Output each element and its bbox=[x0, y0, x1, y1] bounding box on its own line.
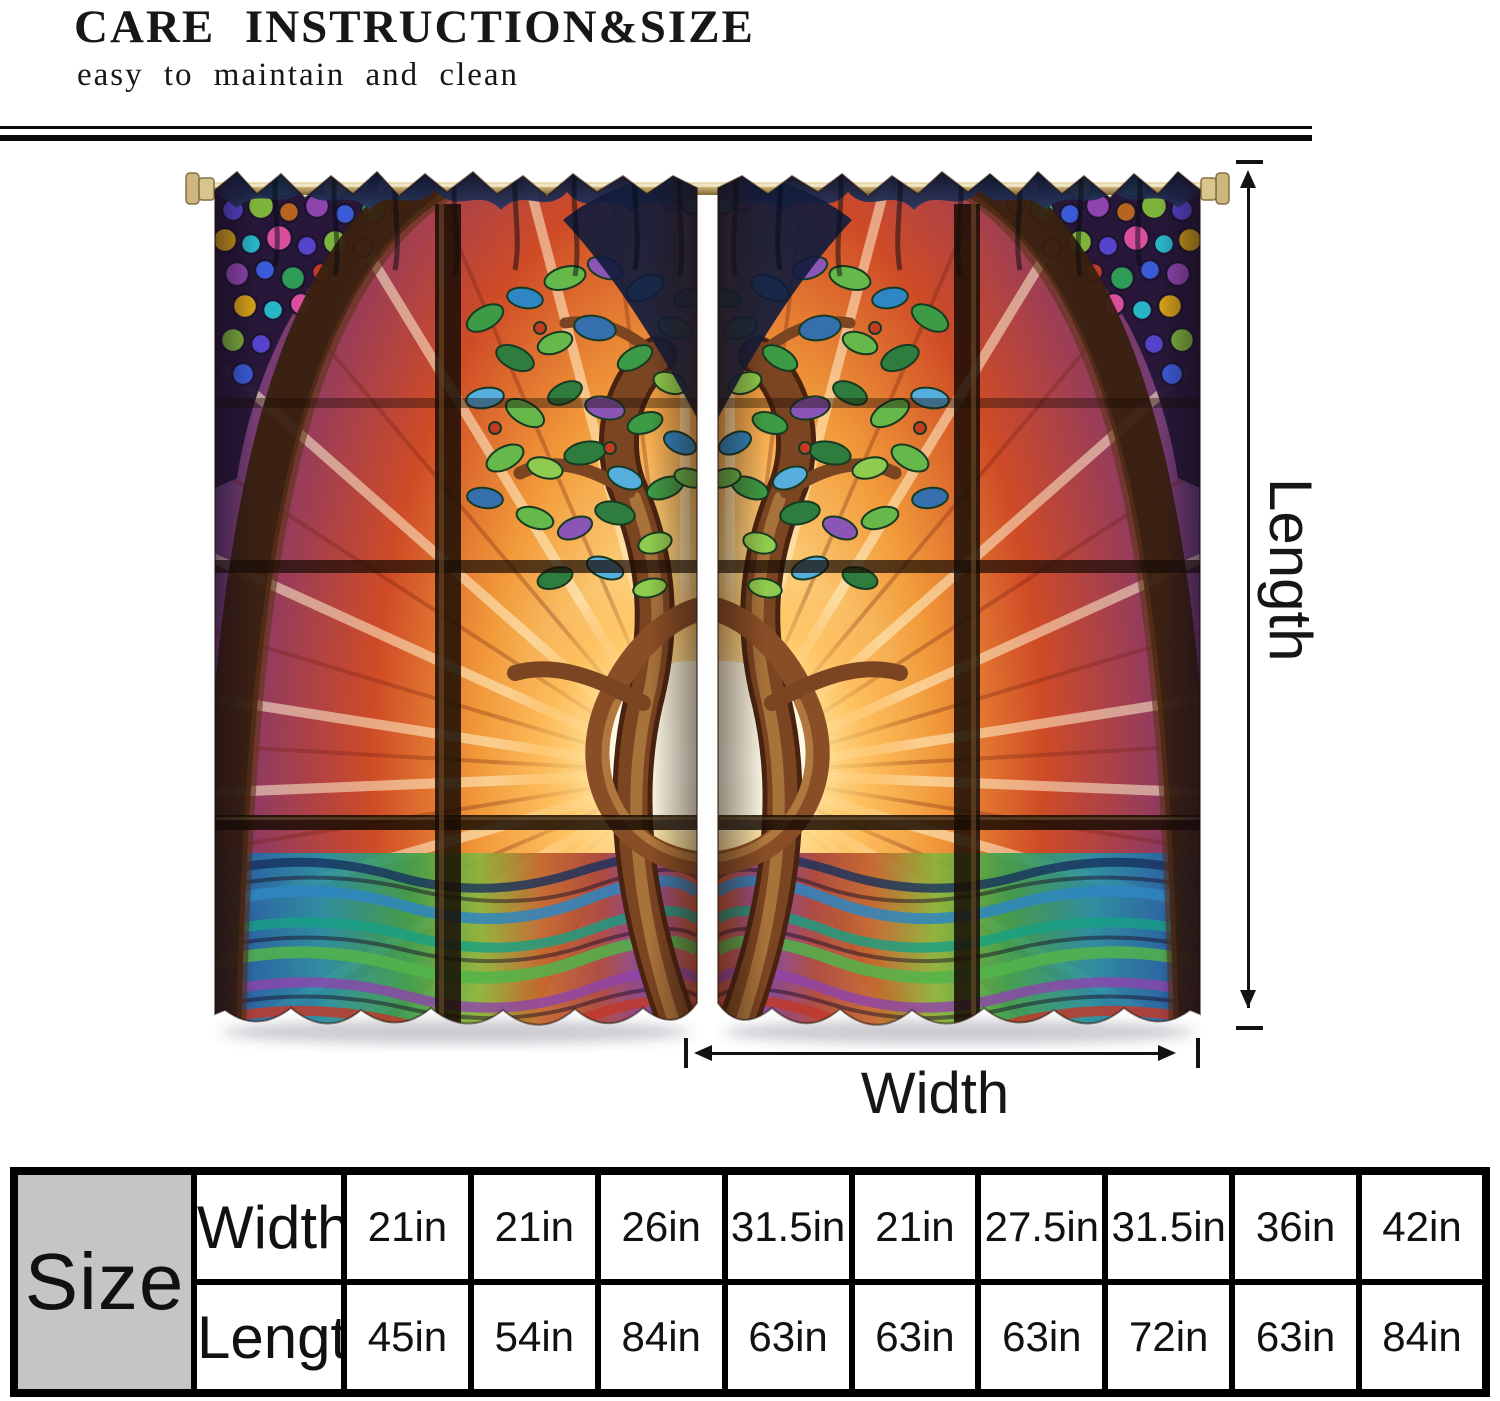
size-option-width: 26in bbox=[594, 1168, 728, 1285]
size-option-width: 42in bbox=[1356, 1168, 1489, 1285]
width-arrow-line bbox=[710, 1052, 1160, 1055]
size-option-length: 63in bbox=[721, 1279, 855, 1396]
panel-shadow-right bbox=[724, 1020, 1194, 1044]
width-row-header: Width bbox=[191, 1168, 347, 1285]
width-tick-left bbox=[684, 1038, 688, 1068]
size-option-length: 54in bbox=[467, 1279, 601, 1396]
table-row-width: Size Width 21in 21in 26in 31.5in 21in 27… bbox=[11, 1168, 1489, 1396]
size-option-width: 36in bbox=[1229, 1168, 1362, 1285]
width-label: Width bbox=[860, 1061, 1010, 1126]
size-option-length: 45in bbox=[341, 1279, 474, 1396]
size-option-width: 21in bbox=[341, 1168, 474, 1285]
size-option-length: 63in bbox=[975, 1279, 1109, 1396]
size-option-length: 84in bbox=[594, 1279, 728, 1396]
rod-finial-right bbox=[1200, 172, 1230, 205]
length-tick-top bbox=[1236, 160, 1263, 164]
size-corner-cell: Size bbox=[11, 1168, 197, 1396]
length-label: Length bbox=[1257, 478, 1324, 662]
size-option-length: 72in bbox=[1102, 1279, 1236, 1396]
width-arrowhead-right bbox=[1158, 1045, 1176, 1061]
page-title: CARE INSTRUCTION&SIZE bbox=[74, 1, 755, 53]
rod-finial-left bbox=[185, 172, 215, 205]
curtain-product-image bbox=[185, 158, 1230, 1053]
divider-line-thin bbox=[0, 126, 1312, 129]
size-option-width: 21in bbox=[848, 1168, 982, 1285]
table-row-length: Length 45in 54in 84in 63in 63in 63in 72i… bbox=[14, 1279, 1489, 1396]
divider-line-thick bbox=[0, 135, 1312, 141]
length-arrow-line bbox=[1247, 176, 1250, 1008]
length-row-header: Length bbox=[191, 1279, 347, 1396]
size-option-width: 21in bbox=[467, 1168, 601, 1285]
panel-shadow-left bbox=[221, 1020, 691, 1044]
size-option-width: 27.5in bbox=[975, 1168, 1109, 1285]
length-arrowhead-down bbox=[1240, 990, 1256, 1008]
width-arrowhead-left bbox=[694, 1045, 712, 1061]
curtain-illustration bbox=[185, 158, 1230, 1053]
size-option-length: 84in bbox=[1356, 1279, 1489, 1396]
width-tick-right bbox=[1196, 1038, 1200, 1068]
curtain-panel-left bbox=[214, 170, 698, 1026]
size-chart-table: Size Width 21in 21in 26in 31.5in 21in 27… bbox=[10, 1167, 1490, 1397]
size-option-length: 63in bbox=[1229, 1279, 1362, 1396]
size-option-width: 31.5in bbox=[721, 1168, 855, 1285]
size-option-length: 63in bbox=[848, 1279, 982, 1396]
length-tick-bottom bbox=[1236, 1026, 1263, 1030]
size-option-width: 31.5in bbox=[1102, 1168, 1236, 1285]
page-subtitle: easy to maintain and clean bbox=[77, 57, 520, 93]
